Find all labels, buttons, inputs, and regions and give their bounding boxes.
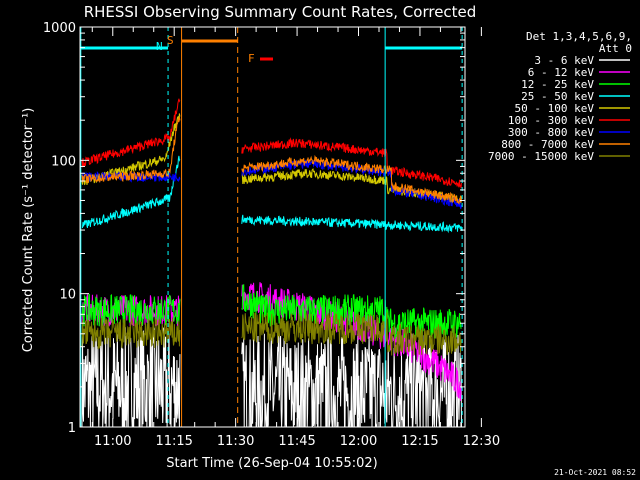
x-tick-label: 12:00 [340,434,377,449]
series-line-7-seg0 [81,116,181,184]
series-line-2-seg1 [241,284,462,340]
y-tick-label: 1000 [43,21,76,36]
x-tick-label: 11:30 [217,434,254,449]
y-tick-label: 10 [59,288,76,303]
series-line-5-seg1 [241,137,462,189]
legend-label-2: 12 - 25 keV [521,78,594,91]
legend-label-8: 7000 - 15000 keV [488,150,594,163]
series-layer [81,98,462,428]
legend-label-7: 800 - 7000 keV [501,138,594,151]
y-tick-label: 100 [51,154,76,169]
ticks-layer: 1 10 100 1000 11:00 11:15 11:30 11:45 12:00 12:15… [43,21,500,449]
legend-label-5: 100 - 300 keV [508,114,594,127]
legend-label-0: 3 - 6 keV [534,54,594,67]
series-line-7-seg1 [241,154,462,205]
series-line-3-seg1 [241,214,462,234]
legend-label-6: 300 - 800 keV [508,126,594,139]
chart-title: RHESSI Observing Summary Count Rates, Co… [84,3,477,21]
timestamp: 21-Oct-2021 08:52 [554,468,636,477]
series-line-3-seg0 [81,155,181,229]
x-tick-label: 11:15 [155,434,192,449]
plot-frame [79,26,466,428]
annotation-s: S [167,34,174,47]
series-line-6-seg0 [81,170,181,183]
annotation-layer: N S F [80,27,463,427]
legend-header-2: Att 0 [599,42,632,55]
annotation-n: N [156,40,163,53]
legend-header-1: Det 1,3,4,5,6,9, [526,30,632,43]
y-tick-label: 1 [68,421,76,436]
x-tick-label: 11:45 [278,434,315,449]
annotation-f: F [248,52,255,65]
series-line-5-seg0 [81,98,181,168]
x-axis-label: Start Time (26-Sep-04 10:55:02) [166,456,377,471]
series-line-8-seg1 [241,312,462,356]
y-axis-label: Corrected Count Rate (s⁻¹ detector⁻¹) [21,108,36,353]
legend-label-1: 6 - 12 keV [528,66,595,79]
series-line-8-seg0 [81,317,181,350]
series-line-2-seg0 [81,293,181,327]
x-tick-label: 12:30 [463,434,500,449]
x-tick-label: 12:15 [401,434,438,449]
x-tick-label: 11:00 [94,434,131,449]
legend-label-4: 50 - 100 keV [515,102,595,115]
legend-label-3: 25 - 50 keV [521,90,594,103]
